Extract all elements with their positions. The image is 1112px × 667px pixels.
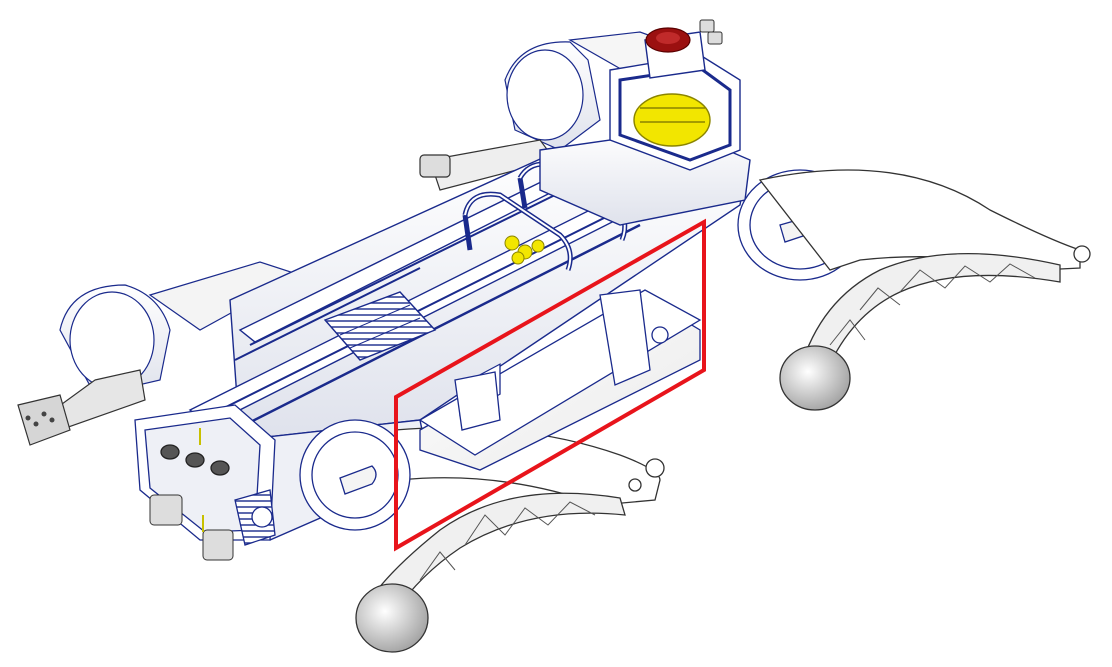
front-left-leg [17, 261, 302, 446]
yellow-connectors [504, 235, 545, 265]
sensor-mast [539, 31, 751, 226]
rear-left-leg [419, 31, 692, 191]
front-bumpers [149, 494, 234, 561]
rear-connectors [699, 19, 723, 45]
emergency-stop-button [645, 27, 691, 53]
highlight-box [394, 218, 706, 552]
rear-right-leg [737, 169, 1091, 411]
front-yellow-markers [199, 428, 204, 532]
battery-module [418, 289, 702, 471]
